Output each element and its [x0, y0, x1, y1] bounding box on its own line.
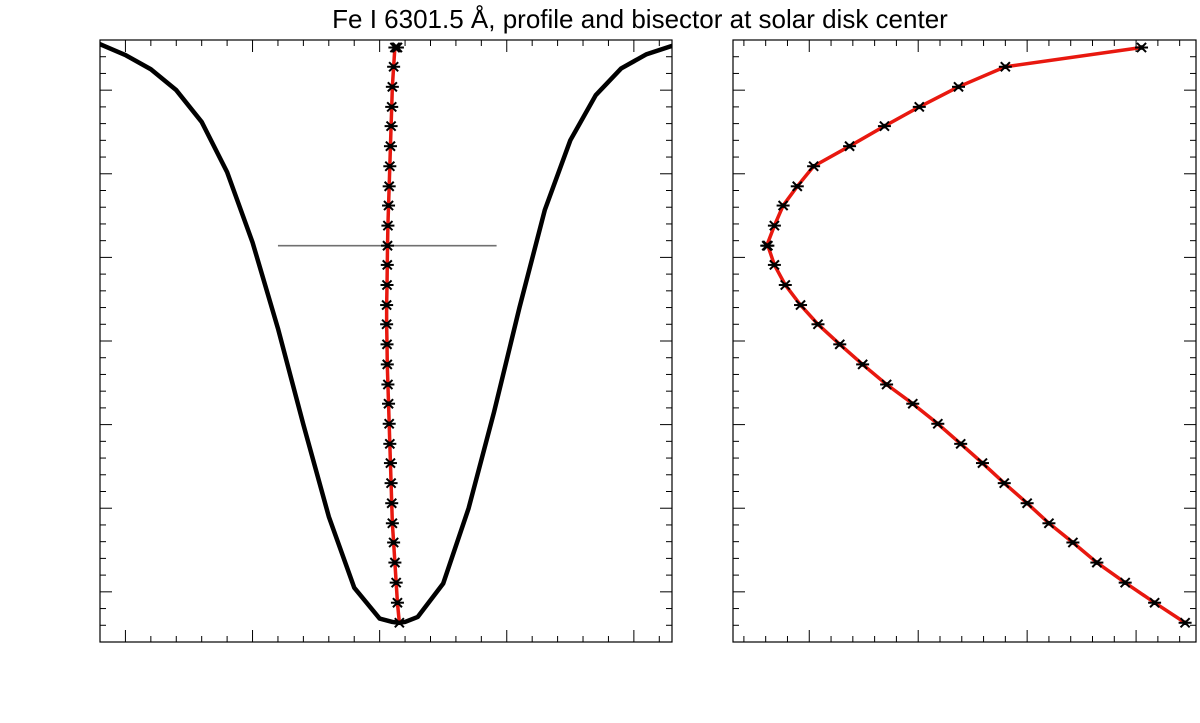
bisector-point	[975, 457, 989, 469]
bisector-point	[382, 418, 396, 430]
bisector-point	[767, 259, 781, 271]
bisector-point	[776, 200, 790, 211]
plot-data	[100, 41, 672, 629]
bisector-line	[384, 45, 402, 625]
bisector-point	[381, 240, 395, 251]
bisector-point	[384, 120, 398, 132]
bisector-point	[1178, 617, 1192, 629]
bisector-point	[952, 81, 966, 93]
bisector-point	[912, 101, 926, 113]
bisector-point	[790, 181, 804, 192]
bisector-point	[383, 457, 397, 469]
profile-panel	[99, 39, 673, 643]
bisector-point	[383, 438, 397, 450]
bisector-point	[387, 537, 401, 548]
bisector-point	[380, 299, 394, 311]
bisector-point	[380, 259, 394, 271]
bisector-point	[954, 438, 968, 450]
bisector-point	[794, 299, 808, 311]
bisector-point	[388, 557, 402, 568]
bisector-point	[390, 42, 404, 53]
bisector-point	[767, 220, 781, 231]
bisector-point	[1042, 518, 1056, 529]
bisector-point	[385, 497, 399, 509]
bisector-point	[877, 120, 891, 132]
bisector-point	[998, 61, 1012, 73]
bisector-point	[778, 279, 792, 291]
bisector-point	[382, 181, 396, 192]
bisector-point	[997, 477, 1011, 489]
bisector-point	[906, 398, 920, 409]
bisector-point	[387, 61, 401, 73]
bisector-point	[833, 339, 847, 350]
bisector-point	[384, 477, 398, 489]
bisector-line	[765, 45, 1187, 625]
bisector-point	[811, 319, 825, 330]
bisector-point	[390, 597, 404, 608]
bisector-point	[385, 81, 399, 93]
bisector-point	[383, 140, 397, 152]
bisector-point	[383, 160, 397, 172]
bisector-point	[392, 617, 406, 629]
bisector-point	[381, 379, 395, 390]
plot-frame	[732, 39, 1197, 643]
bisector-point	[380, 359, 394, 370]
bisector-point	[385, 101, 399, 113]
bisector-point	[380, 319, 394, 330]
bisector-point	[380, 339, 394, 350]
bisector-point	[381, 220, 395, 231]
bisector-point	[389, 577, 403, 588]
bisector-point	[760, 240, 774, 251]
plot-data	[760, 42, 1192, 629]
bisector-point	[880, 379, 894, 390]
bisector-point	[382, 398, 396, 409]
bisector-point	[1148, 597, 1162, 608]
bisector-point	[1118, 577, 1132, 588]
bisector-point	[1066, 537, 1080, 548]
bisector-point	[1135, 42, 1149, 53]
bisector-point	[1020, 497, 1034, 509]
bisector-velocity-panel	[732, 39, 1197, 643]
bisector-point	[1090, 557, 1104, 568]
bisector-point	[843, 140, 857, 152]
chart-title: Fe I 6301.5 Å, profile and bisector at s…	[332, 4, 948, 34]
bisector-point	[380, 279, 394, 291]
bisector-point	[856, 359, 870, 370]
bisector-point	[807, 160, 821, 172]
bisector-point	[931, 418, 945, 430]
bisector-point	[385, 518, 399, 529]
bisector-point	[382, 200, 396, 211]
